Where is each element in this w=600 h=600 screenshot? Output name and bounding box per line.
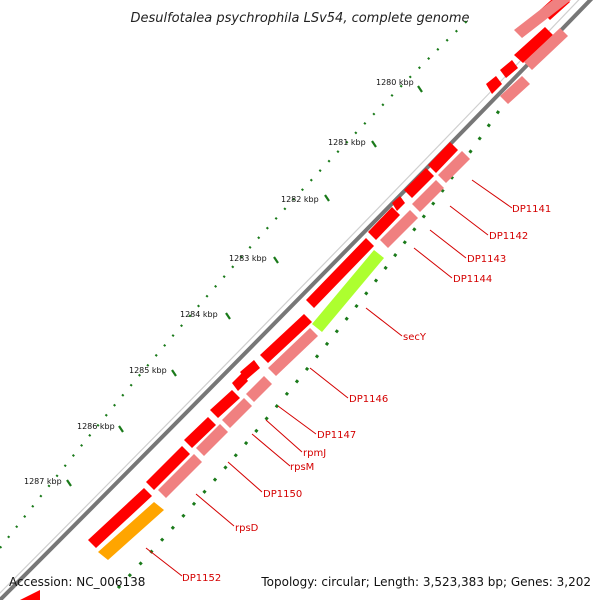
cds-feature: [500, 60, 518, 78]
cds-feature: [486, 76, 502, 94]
gene-label[interactable]: DP1142: [489, 231, 528, 242]
cds-feature: [88, 488, 152, 548]
cds-feature: [20, 590, 40, 600]
cds-feature: [158, 454, 202, 498]
gene-label[interactable]: DP1141: [512, 204, 551, 215]
cds-feature: [196, 424, 228, 456]
cds-lane-outer: [20, 0, 570, 600]
cds-feature: [184, 417, 216, 448]
gene-label[interactable]: DP1146: [349, 394, 388, 405]
gene-label[interactable]: rpsD: [235, 523, 259, 534]
cds-feature: [210, 390, 240, 418]
cds-feature: [428, 142, 458, 173]
tick-marks: [66, 85, 423, 487]
gene-label[interactable]: rpmJ: [303, 448, 326, 459]
secy-feature: [312, 250, 384, 332]
cds-lane-inner: [158, 0, 572, 498]
label-leaders: [145, 179, 513, 577]
cds-feature: [246, 376, 272, 402]
tick-label: 1285 kbp: [129, 366, 167, 375]
cds-feature: [368, 207, 400, 240]
gene-label[interactable]: DP1144: [453, 274, 492, 285]
cds-feature: [306, 238, 374, 308]
cds-feature: [380, 210, 418, 248]
cds-feature: [232, 373, 248, 391]
cds-feature: [392, 196, 405, 211]
gene-label[interactable]: rpsM: [290, 462, 314, 473]
gene-label[interactable]: secY: [403, 332, 427, 343]
gene-label[interactable]: DP1152: [182, 573, 221, 584]
rpsd-feature: [98, 502, 164, 560]
cds-feature: [404, 168, 434, 198]
cds-feature: [260, 314, 312, 363]
cds-feature: [514, 0, 572, 38]
genome-info-text: Topology: circular; Length: 3,523,383 bp…: [260, 575, 591, 589]
tick-label: 1282 kbp: [281, 195, 319, 204]
cds-feature: [514, 27, 553, 63]
tick-label: 1283 kbp: [229, 254, 267, 263]
cds-feature: [524, 28, 568, 70]
gene-label[interactable]: DP1150: [263, 489, 302, 500]
cds-feature: [240, 360, 260, 380]
cds-feature: [412, 180, 444, 212]
cds-feature: [268, 328, 318, 376]
tick-label: 1287 kbp: [24, 477, 62, 486]
tick-label: 1280 kbp: [376, 78, 414, 87]
cds-feature: [222, 398, 252, 428]
tick-label: 1281 kbp: [328, 138, 366, 147]
gene-label[interactable]: DP1143: [467, 254, 506, 265]
tick-label: 1284 kbp: [180, 310, 218, 319]
gene-label[interactable]: DP1147: [317, 430, 356, 441]
cds-feature: [438, 151, 470, 183]
accession-text: Accession: NC_006138: [9, 575, 145, 589]
cds-feature: [500, 76, 530, 104]
cds-feature: [146, 446, 190, 490]
tick-label: 1286 kbp: [77, 422, 115, 431]
map-title: Desulfotalea psychrophila LSv54, complet…: [130, 11, 469, 26]
